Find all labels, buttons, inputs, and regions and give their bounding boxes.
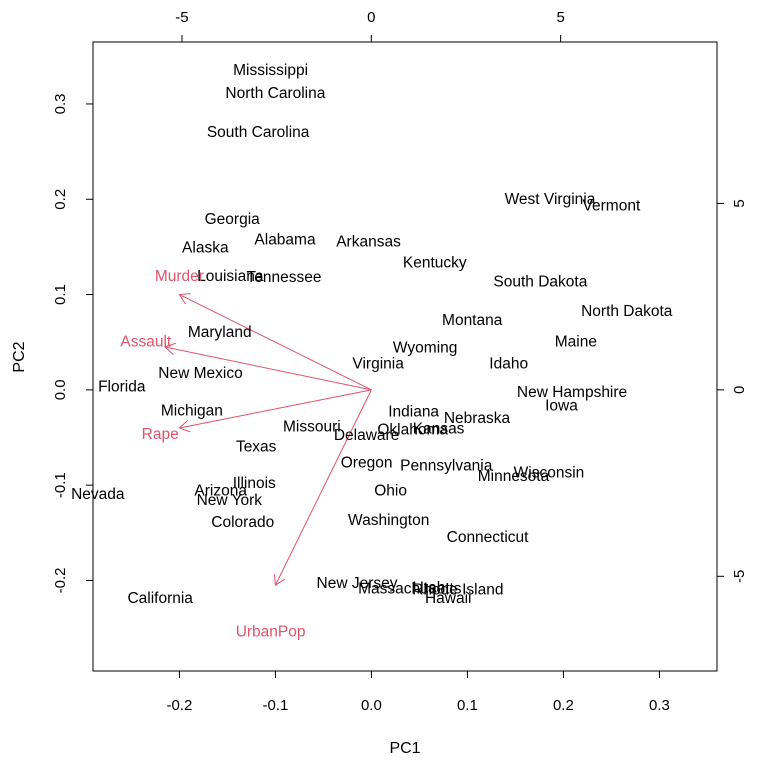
- state-label: Maine: [555, 334, 597, 351]
- state-label: Oklahoma: [377, 421, 448, 438]
- loading-arrows: [165, 295, 372, 586]
- y-tick-label: 0.1: [52, 284, 69, 305]
- right-axis: -5 0 5: [716, 199, 748, 583]
- left-axis: -0.2 -0.1 0.0 0.1 0.2 0.3: [52, 94, 94, 594]
- state-label: Arizona: [194, 482, 247, 499]
- state-label: Minnesota: [478, 468, 550, 485]
- state-label: Nevada: [71, 486, 125, 503]
- state-label: Rhode Island: [412, 581, 503, 598]
- state-label: Wyoming: [393, 339, 457, 356]
- state-label: Ohio: [374, 482, 407, 499]
- plot-frame: [92, 41, 718, 672]
- state-label: Kentucky: [403, 255, 467, 272]
- state-label: Montana: [442, 312, 503, 329]
- state-label: Massachusetts: [358, 581, 462, 598]
- loading-label: Rape: [142, 426, 179, 443]
- state-label: New Hampshire: [517, 384, 627, 401]
- state-label: California: [127, 590, 193, 607]
- y-tick-label: 0.2: [52, 189, 69, 210]
- loading-label: Murder: [155, 268, 204, 285]
- y-tick-label: -0.1: [52, 472, 69, 498]
- right-tick-label: 5: [731, 199, 748, 207]
- x-tick-label: 0.3: [649, 697, 670, 714]
- state-label: Idaho: [489, 356, 528, 373]
- state-label: Nebraska: [444, 410, 511, 427]
- state-label: Oregon: [341, 455, 393, 472]
- x-tick-label: 0.2: [553, 697, 574, 714]
- loading-label: Assault: [120, 334, 172, 351]
- state-label: Vermont: [583, 197, 641, 214]
- bottom-axis: -0.2 -0.1 0.0 0.1 0.2 0.3: [166, 670, 670, 714]
- state-label: Washington: [348, 512, 429, 529]
- x-tick-label: -0.2: [166, 697, 192, 714]
- state-label: Utah: [413, 580, 446, 597]
- state-label: New York: [197, 492, 263, 509]
- state-label: Michigan: [161, 402, 223, 419]
- state-label: North Dakota: [581, 303, 673, 320]
- y-tick-label: 0.0: [52, 379, 69, 400]
- state-label: Indiana: [388, 403, 439, 420]
- state-label: Maryland: [188, 324, 252, 341]
- state-label: Texas: [236, 439, 277, 456]
- loading-label: UrbanPop: [236, 623, 306, 640]
- state-label: South Carolina: [207, 124, 310, 141]
- point-labels: Mississippi North Carolina South Carolina G…: [71, 62, 673, 640]
- state-label: Hawaii: [425, 590, 472, 607]
- x-tick-label: -0.1: [262, 697, 288, 714]
- x-tick-label: 0.1: [457, 697, 478, 714]
- top-tick-label: -5: [175, 9, 188, 26]
- state-label: Missouri: [283, 419, 341, 436]
- top-tick-label: 5: [556, 9, 564, 26]
- state-label: South Dakota: [493, 274, 587, 291]
- loading-arrow: [179, 295, 372, 391]
- state-label: Colorado: [211, 514, 274, 531]
- top-tick-label: 0: [367, 9, 375, 26]
- y-axis-title: PC2: [11, 341, 28, 372]
- state-label: Connecticut: [447, 529, 530, 546]
- state-label: Alaska: [182, 239, 229, 256]
- state-label: North Carolina: [225, 85, 325, 102]
- state-label: Illinois: [233, 475, 276, 492]
- state-label: Delaware: [334, 427, 399, 444]
- state-label: Georgia: [205, 211, 261, 228]
- state-label: West Virginia: [505, 191, 596, 208]
- state-label: Louisiana: [197, 268, 264, 285]
- x-axis-title: PC1: [389, 740, 420, 757]
- state-label: Arkansas: [336, 234, 401, 251]
- top-axis: -5 0 5: [175, 9, 565, 43]
- y-tick-label: -0.2: [52, 568, 69, 594]
- state-label: Alabama: [254, 232, 316, 249]
- state-label: Florida: [98, 378, 146, 395]
- loading-arrow: [275, 389, 372, 585]
- right-tick-label: 0: [731, 386, 748, 394]
- y-tick-label: 0.3: [52, 94, 69, 115]
- state-label: New Mexico: [158, 365, 242, 382]
- loading-arrow: [179, 389, 372, 428]
- state-label: Tennessee: [247, 269, 322, 286]
- x-tick-label: 0.0: [361, 697, 382, 714]
- state-label: Wisconsin: [514, 464, 585, 481]
- state-label: Iowa: [545, 398, 578, 415]
- state-label: Pennsylvania: [400, 458, 493, 475]
- state-label: Kansas: [413, 420, 465, 437]
- loading-arrow: [165, 347, 372, 391]
- state-label: Mississippi: [233, 62, 308, 79]
- right-tick-label: -5: [731, 570, 748, 583]
- state-label: Virginia: [352, 356, 404, 373]
- state-label: New Jersey: [317, 575, 398, 592]
